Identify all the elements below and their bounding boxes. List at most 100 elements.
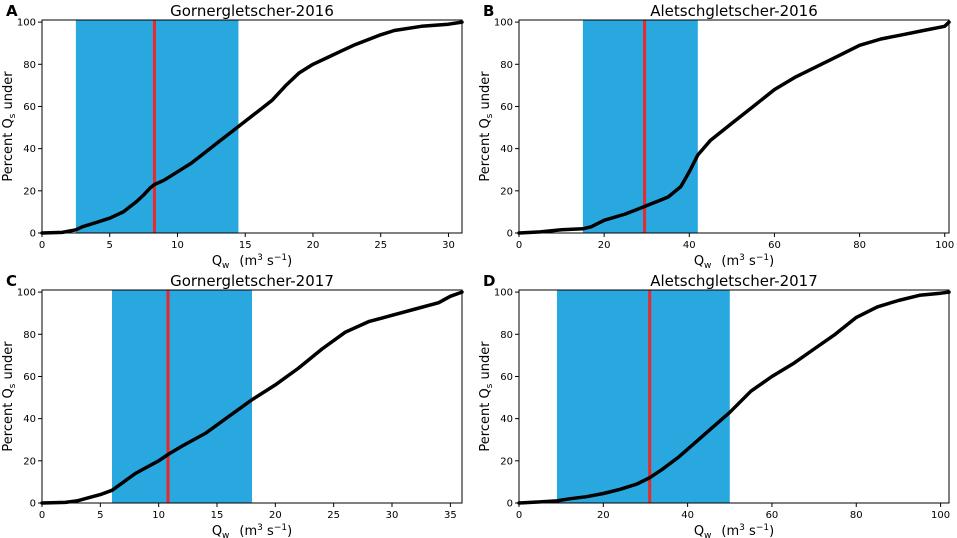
y-axis-label: Percent Qs under (478, 71, 495, 182)
y-tick-label: 20 (23, 186, 36, 197)
panel-b: 0 20 40 60 80 100 0 20 40 60 80 100 Aletschgletscher… (478, 2, 954, 271)
x-tick-label: 5 (97, 510, 103, 521)
x-label-units-mid: s (745, 254, 756, 269)
panel-title: Gornergletscher-2017 (170, 272, 334, 290)
x-label-units: (m (239, 524, 257, 538)
shaded-band (582, 20, 698, 233)
y-label-sub: s (485, 113, 495, 118)
y-tick-label: 0 (30, 229, 36, 240)
y-tick-label: 60 (23, 372, 36, 383)
y-label-lead: Percent Q (1, 118, 16, 181)
series-line-0 (517, 290, 951, 505)
x-label-units-mid: s (263, 524, 274, 538)
shaded-band (75, 20, 239, 233)
series-line-0 (40, 20, 464, 235)
y-tick-label: 40 (500, 144, 513, 155)
y-tick-label: 20 (500, 186, 513, 197)
y-label-sub: s (485, 383, 495, 388)
x-label-units: (m (239, 254, 257, 269)
x-label-exp2: −1 (756, 523, 769, 533)
x-tick-label: 30 (442, 240, 455, 251)
panel-d: 0 20 40 60 80 100 0 20 40 60 80 100 Aletschgletscher… (478, 272, 951, 538)
x-label-sub: w (704, 531, 711, 538)
y-axis-label: Percent Qs under (478, 341, 495, 452)
axes-frame (41, 19, 463, 234)
x-tick-label: 10 (171, 240, 184, 251)
x-tick-label: 15 (239, 240, 252, 251)
x-label-sub: w (222, 531, 229, 538)
x-label-units-tail: ) (287, 254, 292, 269)
x-label-units-tail: ) (769, 524, 774, 538)
x-tick-label: 80 (850, 510, 863, 521)
x-label-units-tail: ) (769, 254, 774, 269)
panel-a: 0 5 10 15 20 25 30 0 20 40 60 80 100 Gornergletscher-… (1, 2, 464, 271)
x-tick-label: 0 (516, 240, 522, 251)
y-axis-label: Percent Qs under (1, 341, 18, 452)
y-label-lead: Percent Q (1, 388, 16, 451)
y-tick-label: 40 (23, 414, 36, 425)
y-label-sub: s (8, 113, 18, 118)
x-tick-label: 25 (327, 510, 340, 521)
y-tick-label: 100 (17, 288, 36, 299)
x-label-units-mid: s (263, 254, 274, 269)
x-tick-label: 60 (768, 240, 781, 251)
y-tick-label: 60 (23, 102, 36, 113)
y-label-tail: under (478, 341, 493, 384)
y-tick-label: 100 (494, 18, 513, 29)
x-label-exp2: −1 (756, 253, 769, 263)
y-tick-label: 0 (507, 229, 513, 240)
panel-title: Aletschgletscher-2017 (650, 272, 818, 290)
x-label-units: (m (721, 524, 739, 538)
series-line-0 (40, 290, 464, 505)
x-label-exp: 3 (257, 523, 263, 533)
panel-letter: A (6, 2, 18, 20)
x-label-units: (m (721, 254, 739, 269)
x-label-sub: w (222, 261, 229, 271)
y-tick-label: 80 (23, 330, 36, 341)
y-tick-label: 20 (500, 456, 513, 467)
y-tick-label: 80 (500, 330, 513, 341)
panel-letter: C (6, 272, 17, 290)
x-label-exp2: −1 (274, 523, 287, 533)
x-tick-label: 20 (307, 240, 320, 251)
y-tick-label: 60 (500, 372, 513, 383)
y-axis-label: Percent Qs under (1, 71, 18, 182)
y-tick-label: 100 (494, 288, 513, 299)
x-axis-label: Qw (m3 s−1) (212, 253, 292, 271)
x-tick-label: 30 (386, 510, 399, 521)
panel-letter: B (483, 2, 494, 20)
y-label-tail: under (478, 71, 493, 114)
x-tick-label: 0 (39, 240, 45, 251)
x-label-exp: 3 (739, 523, 745, 533)
x-tick-label: 10 (152, 510, 165, 521)
y-tick-label: 60 (500, 102, 513, 113)
y-tick-label: 80 (500, 60, 513, 71)
y-label-tail: under (1, 71, 16, 114)
x-axis-label: Qw (m3 s−1) (694, 523, 774, 538)
panel-title: Gornergletscher-2016 (170, 2, 334, 20)
y-tick-label: 80 (23, 60, 36, 71)
series-line-0 (517, 20, 951, 235)
x-tick-label: 40 (681, 510, 694, 521)
x-tick-label: 100 (931, 510, 950, 521)
x-tick-label: 5 (107, 240, 113, 251)
panel-letter: D (483, 272, 495, 290)
x-label-sub: w (704, 261, 711, 271)
y-tick-label: 40 (500, 414, 513, 425)
x-tick-label: 20 (269, 510, 282, 521)
axes-frame (518, 289, 950, 504)
x-axis-label: Qw (m3 s−1) (694, 253, 774, 271)
x-tick-label: 40 (683, 240, 696, 251)
panel-title: Aletschgletscher-2016 (650, 2, 818, 20)
x-label-units-mid: s (745, 524, 756, 538)
x-tick-label: 100 (935, 240, 954, 251)
y-label-tail: under (1, 341, 16, 384)
x-tick-label: 80 (853, 240, 866, 251)
x-tick-label: 60 (766, 510, 779, 521)
y-tick-label: 0 (507, 499, 513, 510)
x-tick-label: 25 (374, 240, 387, 251)
x-label-main: Q (212, 254, 222, 269)
x-label-main: Q (694, 254, 704, 269)
y-label-lead: Percent Q (478, 118, 493, 181)
y-label-lead: Percent Q (478, 388, 493, 451)
